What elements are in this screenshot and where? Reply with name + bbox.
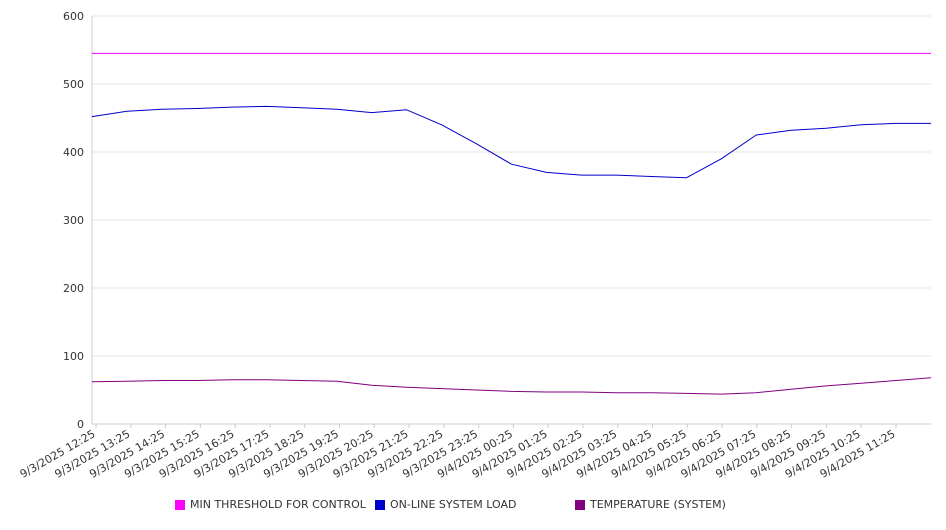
- y-tick-label: 100: [63, 350, 84, 363]
- y-tick-label: 300: [63, 214, 84, 227]
- legend-item-min-threshold[interactable]: MIN THRESHOLD FOR CONTROL: [175, 498, 366, 511]
- y-tick-label: 200: [63, 282, 84, 295]
- legend-label: ON-LINE SYSTEM LOAD: [390, 498, 517, 511]
- series-lines: [91, 52, 932, 395]
- y-tick-label: 400: [63, 146, 84, 159]
- legend-label: MIN THRESHOLD FOR CONTROL: [190, 498, 366, 511]
- legend-label: TEMPERATURE (SYSTEM): [590, 498, 726, 511]
- y-axis-tick-labels: 0 100 200 300 400 500 600: [63, 10, 84, 431]
- gridlines: [92, 15, 931, 357]
- legend-swatch-blue: [375, 499, 385, 510]
- legend-swatch-purple: [575, 499, 585, 510]
- legend: MIN THRESHOLD FOR CONTROL ON-LINE SYSTEM…: [0, 498, 946, 514]
- series-line-2[interactable]: [91, 377, 932, 395]
- y-tick-label: 0: [77, 418, 84, 431]
- series-line-1[interactable]: [91, 105, 931, 179]
- x-axis-tick-labels: 9/3/2025 12:259/3/2025 13:259/3/2025 14:…: [18, 427, 898, 481]
- legend-item-system-load[interactable]: ON-LINE SYSTEM LOAD: [375, 498, 516, 511]
- y-tick-label: 500: [63, 78, 84, 91]
- legend-item-temperature[interactable]: TEMPERATURE (SYSTEM): [575, 498, 726, 511]
- legend-swatch-magenta: [175, 499, 185, 510]
- y-tick-label: 600: [63, 10, 84, 23]
- axes: [91, 16, 931, 428]
